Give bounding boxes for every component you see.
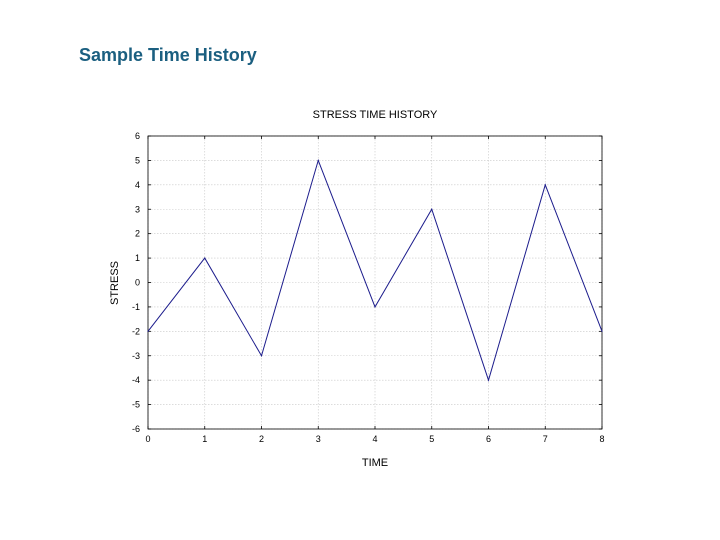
- data-point: [431, 208, 433, 210]
- y-tick-label: 4: [135, 180, 140, 190]
- data-point: [147, 330, 149, 332]
- data-point: [204, 257, 206, 259]
- x-axis-title: TIME: [362, 457, 388, 469]
- data-point: [374, 306, 376, 308]
- y-tick-label: -4: [132, 375, 140, 385]
- x-tick-label: 1: [202, 434, 207, 444]
- data-point: [260, 355, 263, 357]
- slide-title: Sample Time History: [79, 45, 257, 65]
- x-tick-label: 7: [543, 434, 548, 444]
- x-tick-label: 3: [316, 434, 321, 444]
- chart-title: STRESS TIME HISTORY: [313, 109, 438, 121]
- data-point: [601, 330, 603, 332]
- y-tick-label: 2: [135, 229, 140, 239]
- x-tick-label: 8: [599, 434, 604, 444]
- y-tick-label: 5: [135, 155, 140, 165]
- y-axis-ticks: 6 5 4 3 2 1 0 -1 -2 -3 -4 -5 -6: [132, 131, 602, 434]
- y-tick-label: 0: [135, 278, 140, 288]
- y-tick-label: 3: [135, 204, 140, 214]
- x-tick-label: 6: [486, 434, 491, 444]
- y-tick-label: -1: [132, 302, 140, 312]
- x-tick-label: 5: [429, 434, 434, 444]
- y-tick-label: -5: [132, 400, 140, 410]
- y-tick-label: 6: [135, 131, 140, 141]
- x-axis-ticks: 0 1 2 3 4 5 6 7 8: [145, 136, 605, 444]
- y-tick-label: -2: [132, 326, 140, 336]
- grid: [147, 135, 603, 430]
- data-point: [487, 379, 490, 381]
- x-tick-label: 4: [372, 434, 377, 444]
- y-tick-label: -6: [132, 424, 140, 434]
- y-tick-label: -3: [132, 351, 140, 361]
- data-point: [317, 159, 319, 162]
- series-points: [147, 159, 603, 381]
- y-axis-title: STRESS: [109, 261, 121, 305]
- x-tick-label: 2: [259, 434, 264, 444]
- data-point: [544, 184, 546, 186]
- y-tick-label: 1: [135, 253, 140, 263]
- x-tick-label: 0: [145, 434, 150, 444]
